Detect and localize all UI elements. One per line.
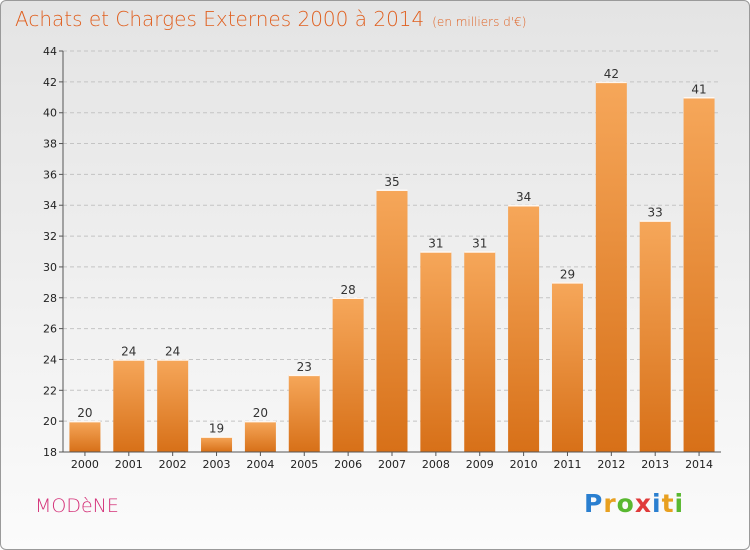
bar [288,374,320,452]
bar [332,297,364,452]
y-tick-label: 18 [43,446,57,459]
bars [69,81,715,453]
x-tick-label: 2012 [597,458,625,471]
x-tick-label: 2008 [422,458,450,471]
bar-value-label: 34 [516,190,531,204]
y-tick-label: 44 [43,45,57,58]
y-tick-label: 34 [43,199,57,212]
logo-letter: i [652,489,662,518]
x-tick-label: 2011 [553,458,581,471]
x-tick-label: 2010 [510,458,538,471]
bar-value-label: 28 [340,283,355,297]
x-tick-label: 2002 [159,458,187,471]
bar [113,359,145,452]
axes: 18 20 22 24 26 28 30 32 34 36 38 40 42 44 [43,45,721,459]
bar-value-label: 31 [472,237,487,251]
commune-name: MODèNE [35,495,119,517]
y-tick-label: 30 [43,261,57,274]
bar-value-label: 31 [428,237,443,251]
bar-value-label: 24 [121,344,136,358]
x-tick-label: 2001 [115,458,143,471]
bar [508,205,540,452]
bar-value-label: 20 [253,406,268,420]
y-tick-label: 26 [43,323,57,336]
bar-value-label: 20 [77,406,92,420]
bar [420,251,452,452]
labels: 20 2000 24 2001 24 2002 19 2003 20 2004 23 2005 28 20… [71,67,713,471]
bar-value-label: 35 [384,175,399,189]
bar [464,251,496,452]
y-tick-label: 22 [43,384,57,397]
logo-letter: x [634,489,652,518]
proxiti-logo: Proxiti [584,489,684,518]
x-tick-label: 2005 [290,458,318,471]
x-tick-label: 2004 [246,458,274,471]
y-tick-label: 38 [43,138,57,151]
logo-letter: P [584,489,604,518]
x-tick-label: 2007 [378,458,406,471]
logo-letter: t [661,489,675,518]
y-tick-label: 20 [43,415,57,428]
bar [244,421,276,452]
logo-letter: o [616,489,635,518]
y-tick-label: 28 [43,292,57,305]
bar [639,220,671,452]
bar [683,97,715,453]
bar [376,189,408,453]
bar [201,436,233,452]
x-tick-label: 2014 [685,458,713,471]
bar-value-label: 19 [209,422,224,436]
bar-value-label: 41 [691,82,706,96]
y-tick-label: 40 [43,107,57,120]
x-tick-label: 2003 [203,458,231,471]
y-tick-label: 24 [43,353,57,366]
y-tick-label: 42 [43,76,57,89]
x-tick-label: 2000 [71,458,99,471]
x-tick-label: 2013 [641,458,669,471]
bar [595,81,627,452]
logo-letter: i [674,489,685,518]
bar-value-label: 33 [648,206,663,220]
logo-letter: r [603,489,617,518]
y-tick-label: 36 [43,168,57,181]
x-tick-label: 2006 [334,458,362,471]
bar [157,359,189,452]
chart-subtitle: (en milliers d'€) [432,15,527,29]
bar-value-label: 29 [560,267,575,281]
bar-value-label: 42 [604,67,619,81]
x-tick-label: 2009 [466,458,494,471]
bar-value-label: 23 [297,360,312,374]
y-tick-label: 32 [43,230,57,243]
chart-title-block: Achats et Charges Externes 2000 à 2014 (e… [15,7,526,31]
bar [551,282,583,452]
chart-title: Achats et Charges Externes 2000 à 2014 [15,7,425,31]
bar [69,421,101,452]
bar-value-label: 24 [165,344,180,358]
